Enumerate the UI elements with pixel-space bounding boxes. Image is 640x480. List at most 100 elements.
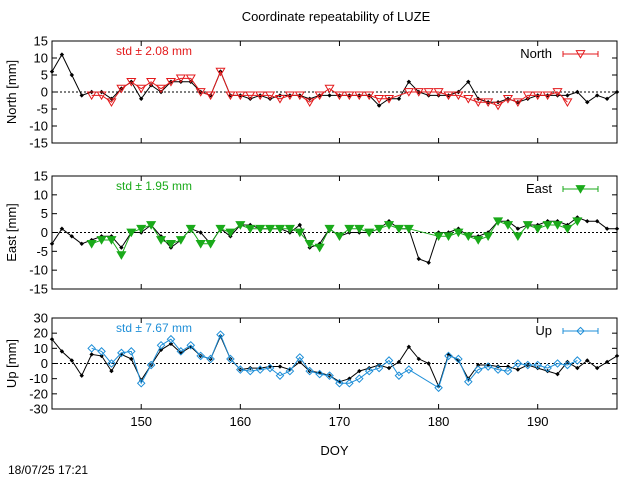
up-xtick-label: 180: [428, 414, 450, 429]
up-black-point: [277, 364, 283, 369]
up-series-point: [196, 351, 205, 361]
east-series-point: [492, 217, 504, 226]
up-series-point: [483, 362, 493, 371]
north-series-point: [324, 84, 335, 94]
up-ytick-label: 30: [34, 311, 48, 326]
up-black-point: [396, 359, 402, 365]
up-series-point: [166, 334, 176, 344]
up-black-point: [386, 365, 392, 371]
east-black-point: [416, 256, 421, 262]
north-series-point: [512, 98, 523, 107]
up-ytick-label: -10: [29, 371, 48, 386]
east-series-point: [552, 221, 563, 230]
east-series-point: [364, 228, 375, 238]
north-black-point: [575, 89, 580, 95]
east-black-point: [614, 226, 620, 231]
up-series-point: [513, 359, 523, 368]
north-series-point: [284, 91, 295, 101]
east-ytick-label: -10: [29, 263, 48, 278]
up-black-point: [109, 368, 114, 374]
east-series-point: [393, 224, 405, 234]
up-xtick-label: 190: [527, 414, 549, 429]
north-series-point: [116, 84, 127, 94]
north-series-point: [314, 91, 325, 101]
up-black-point: [604, 359, 610, 365]
up-series-point: [275, 371, 285, 380]
east-series-point: [403, 224, 414, 234]
east-series-point: [443, 232, 454, 242]
east-series-point: [314, 243, 325, 253]
up-series-point: [97, 347, 106, 356]
north-ytick-label: 0: [41, 85, 48, 100]
up-std-label: std ± 7.67 mm: [116, 321, 192, 335]
north-series-point: [185, 74, 196, 84]
east-series-point: [235, 221, 246, 230]
east-series-point: [532, 224, 543, 234]
up-black-point: [158, 347, 164, 353]
up-series-point: [136, 378, 146, 388]
north-series-point: [274, 94, 286, 104]
up-series-point: [394, 371, 404, 380]
east-black-series-line: [51, 216, 617, 264]
east-ytick-label: 0: [41, 225, 48, 240]
up-series-point: [573, 356, 582, 365]
up-series-point: [126, 347, 136, 356]
east-series-point: [512, 232, 523, 242]
north-ytick-label: -10: [29, 119, 48, 134]
east-black-point: [69, 234, 75, 239]
east-legend-label: East: [526, 181, 552, 196]
up-series-point: [305, 366, 315, 376]
north-series-point: [175, 74, 186, 84]
east-series-point: [126, 228, 137, 238]
up-series-point: [146, 360, 156, 370]
north-series-point: [364, 91, 375, 101]
panel-north: -15 -10 -5 0 5 10 15 North [mm] std ± 2.08 mm Nor…: [4, 34, 620, 151]
north-black-point: [79, 93, 84, 98]
up-series-point: [533, 360, 543, 370]
up-black-point: [515, 367, 521, 372]
up-series-point: [454, 354, 463, 364]
up-series-point: [245, 366, 255, 376]
east-black-point: [594, 219, 600, 224]
up-black-point: [79, 373, 84, 378]
east-ytick-label: -15: [29, 282, 48, 297]
north-ytick-label: -15: [29, 136, 48, 151]
east-series-point: [215, 224, 226, 234]
north-series-point: [532, 91, 543, 101]
panel-east: -15 -10 -5 0 5 10 15 East [mm] std ± 1.95 mm East: [4, 169, 620, 297]
east-series-point: [294, 228, 305, 238]
up-xtick-label: 150: [130, 414, 152, 429]
east-series-point: [106, 236, 117, 245]
up-series-point: [464, 377, 473, 387]
up-legend-marker: [576, 326, 585, 336]
east-series-point: [86, 239, 97, 249]
north-series-point: [433, 88, 444, 97]
east-series-point: [136, 224, 147, 234]
up-black-point: [357, 368, 362, 374]
up-black-point: [89, 352, 94, 357]
north-series-point: [453, 91, 464, 101]
east-black-point: [59, 226, 65, 231]
north-ytick-label: 5: [41, 68, 48, 83]
north-series-point: [473, 98, 484, 107]
up-black-point: [178, 350, 184, 356]
up-series-point: [325, 371, 334, 380]
east-series-point: [264, 224, 276, 234]
east-series-point: [274, 224, 286, 234]
east-black-point: [515, 226, 521, 231]
east-legend-marker: [575, 185, 586, 194]
north-series-point: [443, 91, 454, 101]
north-black-point: [585, 100, 590, 105]
up-series-point: [117, 348, 126, 358]
east-series-point: [116, 251, 127, 260]
north-black-point: [406, 79, 412, 84]
east-series-point: [225, 228, 236, 238]
up-series-point: [226, 354, 235, 364]
east-series-point: [572, 217, 583, 226]
north-series-point: [195, 88, 206, 97]
up-black-series-line: [51, 334, 618, 388]
north-ytick-label: 15: [34, 34, 48, 49]
up-series-point: [543, 363, 552, 373]
north-black-point: [376, 103, 382, 108]
up-black-point: [594, 365, 600, 371]
